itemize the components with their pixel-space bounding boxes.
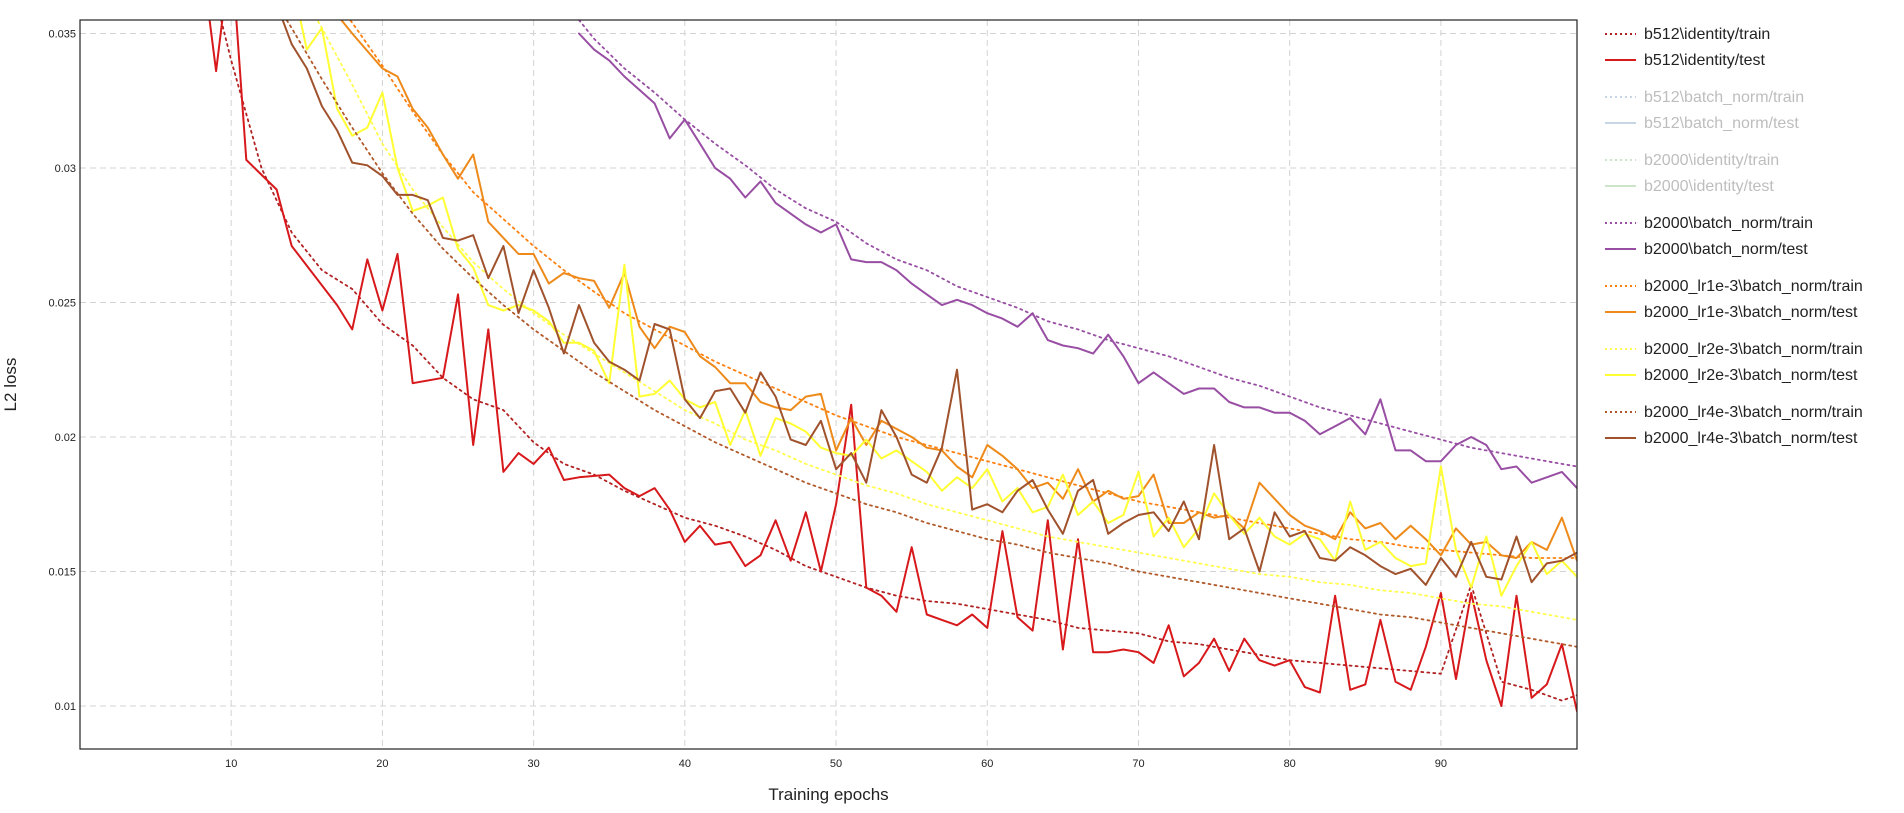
legend-item-b2000-identity-test[interactable]: b2000\identity/test: [1605, 178, 1774, 195]
legend-label: b2000_lr2e-3\batch_norm/train: [1644, 341, 1863, 358]
legend-item-b512-batch-norm-train[interactable]: b512\batch_norm/train: [1605, 89, 1804, 106]
legend-label: b512\identity/train: [1644, 26, 1770, 43]
x-tick-label: 30: [528, 758, 540, 770]
legend-item-b512-identity-train[interactable]: b512\identity/train: [1605, 26, 1770, 43]
legend-label: b2000\identity/train: [1644, 152, 1779, 169]
x-tick-label: 40: [679, 758, 691, 770]
legend-label: b512\identity/test: [1644, 52, 1766, 69]
x-axis-label: Training epochs: [768, 785, 888, 804]
legend-item-b2000-identity-train[interactable]: b2000\identity/train: [1605, 152, 1779, 169]
legend-label: b512\batch_norm/test: [1644, 115, 1799, 132]
legend-label: b2000_lr1e-3\batch_norm/test: [1644, 304, 1858, 321]
series-line-b2000-lr1e-3-batch-norm-test: [340, 20, 1577, 562]
legend-item-b2000-lr1e-3-batch-norm-test[interactable]: b2000_lr1e-3\batch_norm/test: [1605, 304, 1858, 321]
legend-label: b2000\batch_norm/train: [1644, 215, 1813, 232]
legend-label: b2000_lr4e-3\batch_norm/train: [1644, 404, 1863, 421]
x-tick-label: 80: [1284, 758, 1296, 770]
legend-item-b2000-batch-norm-test[interactable]: b2000\batch_norm/test: [1605, 241, 1808, 258]
x-tick-label: 60: [981, 758, 993, 770]
legend-label: b2000_lr4e-3\batch_norm/test: [1644, 430, 1858, 447]
legend-item-b2000-lr2e-3-batch-norm-test[interactable]: b2000_lr2e-3\batch_norm/test: [1605, 367, 1858, 384]
x-tick-label: 10: [225, 758, 237, 770]
y-tick-label: 0.015: [48, 566, 76, 578]
legend-item-b2000-batch-norm-train[interactable]: b2000\batch_norm/train: [1605, 215, 1813, 232]
series-line-b2000-lr2e-3-batch-norm-test: [299, 20, 1577, 597]
legend-label: b2000_lr2e-3\batch_norm/test: [1644, 367, 1858, 384]
series-line-b2000-lr1e-3-batch-norm-train: [348, 20, 1577, 559]
series-line-b512-identity-train: [220, 20, 1577, 702]
x-tick-label: 20: [376, 758, 388, 770]
legend-item-b2000-lr1e-3-batch-norm-train[interactable]: b2000_lr1e-3\batch_norm/train: [1605, 278, 1863, 295]
y-tick-label: 0.01: [55, 701, 76, 713]
x-tick-labels: 10 20 30 40 50 60 70 80 90: [225, 758, 1447, 770]
legend-label: b512\batch_norm/train: [1644, 89, 1804, 106]
legend-label: b2000\batch_norm/test: [1644, 241, 1808, 258]
plot-series: [208, 20, 1577, 713]
legend-item-b2000-lr4e-3-batch-norm-train[interactable]: b2000_lr4e-3\batch_norm/train: [1605, 404, 1863, 421]
series-line-b2000-batch-norm-train: [578, 20, 1577, 468]
series-line-b512-identity-test: [208, 20, 1577, 713]
grid: [80, 20, 1577, 749]
x-tick-label: 90: [1435, 758, 1447, 770]
y-tick-label: 0.035: [48, 28, 76, 40]
y-tick-label: 0.025: [48, 297, 76, 309]
legend-label: b2000_lr1e-3\batch_norm/train: [1644, 278, 1863, 295]
series-line-b2000-lr2e-3-batch-norm-train: [316, 20, 1577, 621]
y-axis-label: L2 loss: [1, 358, 20, 412]
legend-item-b2000-lr2e-3-batch-norm-train[interactable]: b2000_lr2e-3\batch_norm/train: [1605, 341, 1863, 358]
x-tick-label: 50: [830, 758, 842, 770]
series-line-b2000-lr4e-3-batch-norm-train: [285, 20, 1577, 648]
legend-item-b512-identity-test[interactable]: b512\identity/test: [1605, 52, 1766, 69]
series-line-b2000-lr4e-3-batch-norm-test: [281, 20, 1577, 586]
legend[interactable]: b512\identity/train b512\identity/test b51…: [1605, 26, 1863, 447]
series-line-b2000-batch-norm-test: [578, 32, 1577, 490]
x-tick-label: 70: [1132, 758, 1144, 770]
y-tick-labels: 0.01 0.015 0.02 0.025 0.03 0.035: [48, 28, 76, 713]
plot-frame: [79, 19, 1578, 750]
legend-item-b512-batch-norm-test[interactable]: b512\batch_norm/test: [1605, 115, 1799, 132]
y-tick-label: 0.02: [55, 432, 76, 444]
legend-label: b2000\identity/test: [1644, 178, 1774, 195]
y-tick-label: 0.03: [55, 163, 76, 175]
legend-item-b2000-lr4e-3-batch-norm-test[interactable]: b2000_lr4e-3\batch_norm/test: [1605, 430, 1858, 447]
